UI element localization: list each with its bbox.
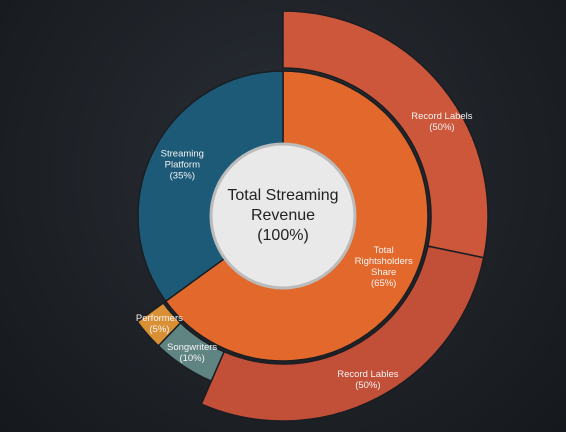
segment-name: Record Lables xyxy=(337,368,399,380)
segment-label: Streaming Platform (35%) xyxy=(152,148,212,181)
segment-label: Songwriters (10%) xyxy=(157,342,227,364)
segment-value: (35%) xyxy=(169,170,195,182)
segment-label: Total Rightsholders Share (65%) xyxy=(352,245,416,289)
segment-name: Performers xyxy=(135,312,183,324)
segment-name: Songwriters xyxy=(167,341,218,353)
segment-name: Total Rightsholders Share xyxy=(354,245,413,279)
outer-segment xyxy=(282,10,489,259)
segment-value: (65%) xyxy=(371,278,397,290)
segment-value: (50%) xyxy=(429,122,455,134)
segment-value: (50%) xyxy=(355,379,381,391)
center-value: (100%) xyxy=(257,227,309,244)
outer-segment xyxy=(136,301,182,347)
segment-label: Record Lables (50%) xyxy=(333,369,403,391)
center-text: Total Streaming Revenue (100%) xyxy=(223,186,343,246)
outer-segment xyxy=(200,245,485,422)
center-label: Total Streaming Revenue xyxy=(227,187,339,224)
segment-value: (5%) xyxy=(149,323,170,335)
center-circle xyxy=(209,142,357,290)
segment-value: (10%) xyxy=(179,352,205,364)
segment-label: Record Labels (50%) xyxy=(407,111,477,133)
segment-name: Streaming Platform xyxy=(160,148,204,171)
segment-label: Performers (5%) xyxy=(124,313,194,335)
segment-name: Record Labels xyxy=(411,111,473,123)
